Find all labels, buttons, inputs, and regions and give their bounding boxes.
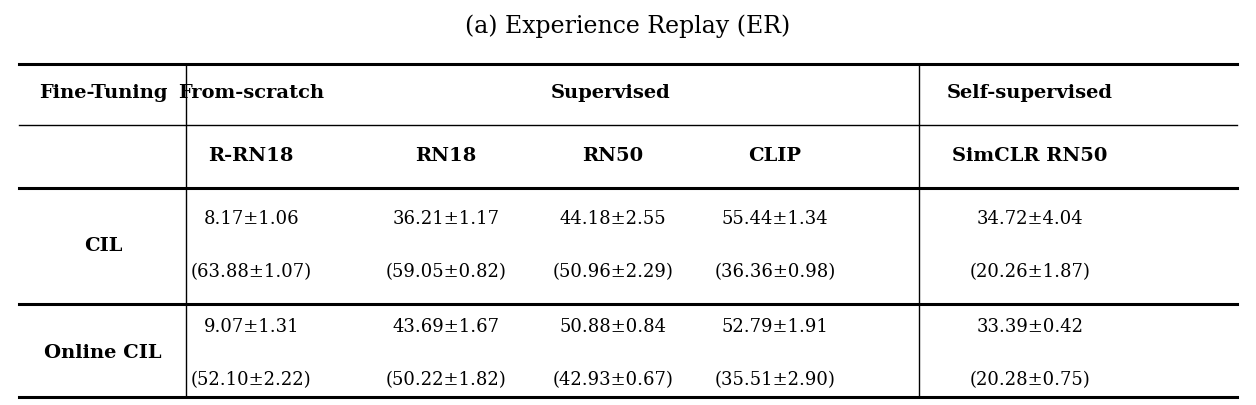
Text: (20.28±0.75): (20.28±0.75): [970, 370, 1090, 388]
Text: 52.79±1.91: 52.79±1.91: [721, 317, 829, 335]
Text: CLIP: CLIP: [749, 147, 801, 165]
Text: 9.07±1.31: 9.07±1.31: [203, 317, 299, 335]
Text: (63.88±1.07): (63.88±1.07): [191, 262, 311, 280]
Text: 50.88±0.84: 50.88±0.84: [559, 317, 667, 335]
Text: (50.96±2.29): (50.96±2.29): [553, 262, 673, 280]
Text: 36.21±1.17: 36.21±1.17: [392, 210, 500, 228]
Text: Supervised: Supervised: [550, 84, 671, 102]
Text: (50.22±1.82): (50.22±1.82): [386, 370, 506, 388]
Text: (a) Experience Replay (ER): (a) Experience Replay (ER): [466, 15, 790, 38]
Text: R-RN18: R-RN18: [208, 147, 294, 165]
Text: (59.05±0.82): (59.05±0.82): [386, 262, 506, 280]
Text: Online CIL: Online CIL: [44, 343, 162, 361]
Text: 8.17±1.06: 8.17±1.06: [203, 210, 299, 228]
Text: 43.69±1.67: 43.69±1.67: [392, 317, 500, 335]
Text: (36.36±0.98): (36.36±0.98): [715, 262, 835, 280]
Text: (52.10±2.22): (52.10±2.22): [191, 370, 311, 388]
Text: (35.51±2.90): (35.51±2.90): [715, 370, 835, 388]
Text: 34.72±4.04: 34.72±4.04: [977, 210, 1083, 228]
Text: Self-supervised: Self-supervised: [947, 84, 1113, 102]
Text: (42.93±0.67): (42.93±0.67): [553, 370, 673, 388]
Text: 55.44±1.34: 55.44±1.34: [722, 210, 828, 228]
Text: RN18: RN18: [416, 147, 476, 165]
Text: (20.26±1.87): (20.26±1.87): [970, 262, 1090, 280]
Text: Fine-Tuning: Fine-Tuning: [39, 84, 167, 102]
Text: CIL: CIL: [84, 236, 122, 254]
Text: 44.18±2.55: 44.18±2.55: [560, 210, 666, 228]
Text: RN50: RN50: [583, 147, 643, 165]
Text: SimCLR RN50: SimCLR RN50: [952, 147, 1108, 165]
Text: 33.39±0.42: 33.39±0.42: [976, 317, 1084, 335]
Text: From-scratch: From-scratch: [178, 84, 324, 102]
